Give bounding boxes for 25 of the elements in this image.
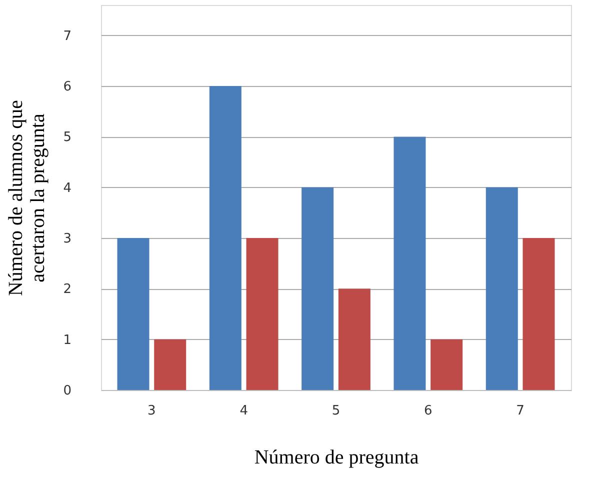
bar — [117, 238, 150, 390]
x-tick-label: 7 — [516, 404, 524, 418]
x-axis-title: Número de pregunta — [254, 446, 419, 468]
y-axis-title: Número de alumnos que acertaron la pregunta — [5, 100, 50, 296]
bar — [246, 238, 278, 390]
x-tick-label: 3 — [148, 404, 156, 418]
y-tick-label: 7 — [63, 28, 72, 44]
y-tick-label: 1 — [63, 332, 72, 348]
x-tick-label: 6 — [424, 404, 432, 418]
bar — [430, 339, 463, 390]
bar — [154, 339, 186, 390]
y-tick-label: 4 — [63, 180, 72, 196]
y-tick-label: 3 — [63, 232, 72, 247]
y-tick-label: 6 — [63, 80, 72, 95]
y-tick-label: 5 — [63, 130, 72, 146]
bar — [338, 288, 370, 390]
y-tick-label: 0 — [63, 384, 72, 398]
bar — [486, 187, 518, 390]
bar — [209, 86, 242, 390]
bar — [394, 136, 426, 390]
bar — [302, 187, 334, 390]
bar — [522, 238, 555, 390]
x-tick-label: 5 — [332, 404, 340, 418]
y-tick-label: 2 — [63, 282, 72, 298]
x-tick-label: 4 — [240, 404, 248, 418]
